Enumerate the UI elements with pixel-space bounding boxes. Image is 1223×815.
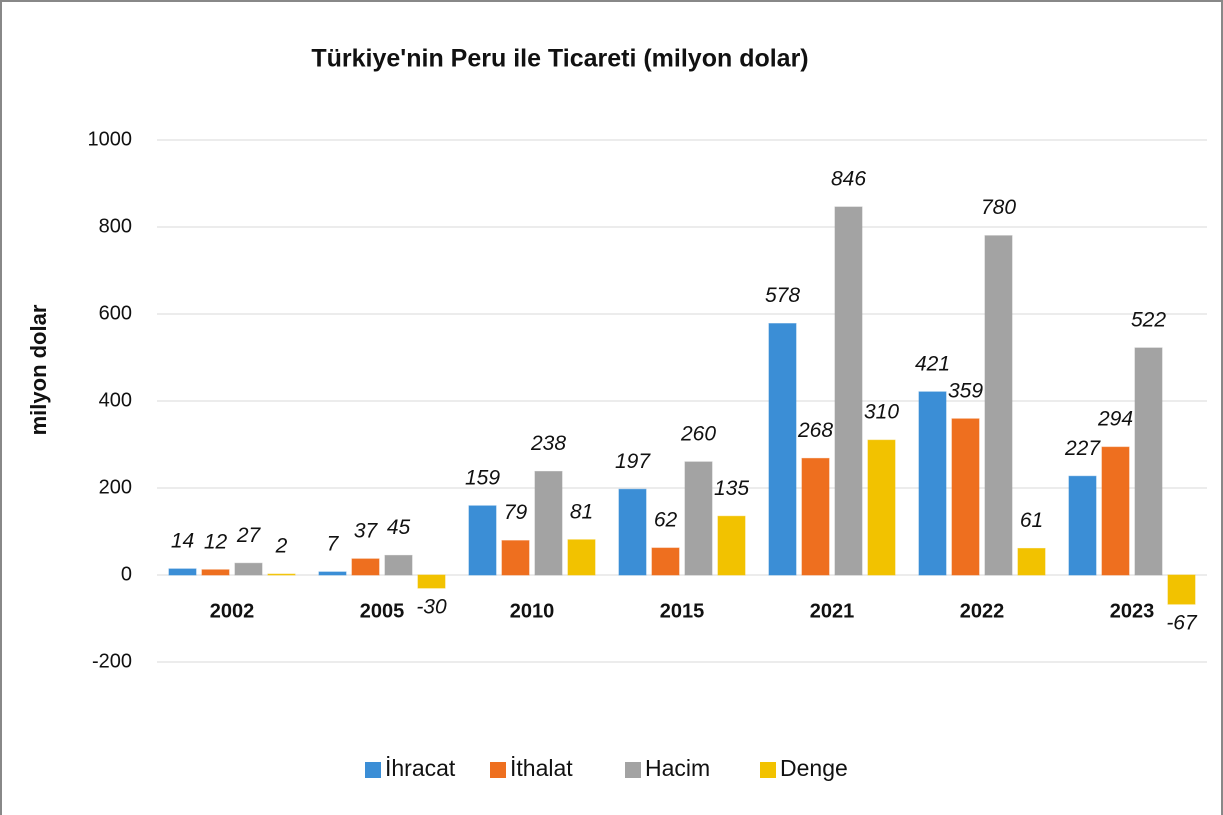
legend-label: İthalat (510, 755, 573, 781)
value-label: 268 (797, 419, 833, 442)
y-tick-label: 200 (99, 476, 132, 498)
bar (318, 571, 347, 576)
bar (768, 323, 797, 576)
bar (684, 461, 713, 576)
value-label: 159 (465, 466, 500, 489)
legend-swatch (760, 762, 776, 778)
bar (618, 488, 647, 576)
bar (951, 418, 980, 576)
x-tick-label: 2005 (360, 600, 405, 622)
y-tick-label: -200 (92, 650, 132, 672)
x-tick-label: 2010 (510, 600, 555, 622)
value-label: 27 (236, 524, 262, 547)
value-label: 522 (1131, 308, 1166, 331)
value-label: 197 (615, 450, 651, 473)
bar (417, 574, 446, 589)
legend-swatch (490, 762, 506, 778)
bar (1017, 547, 1046, 576)
value-label: 62 (654, 509, 678, 532)
value-label: -30 (416, 596, 447, 619)
y-axis-label: milyon dolar (26, 304, 51, 435)
x-tick-label: 2002 (210, 600, 255, 622)
value-label: 81 (570, 500, 593, 523)
value-label: -67 (1166, 612, 1198, 635)
bar (468, 505, 497, 576)
bar (801, 457, 830, 576)
value-label: 12 (204, 530, 228, 553)
legend-swatch (625, 762, 641, 778)
bar (918, 391, 947, 576)
bar (717, 515, 746, 576)
x-tick-label: 2022 (960, 600, 1005, 622)
value-label: 61 (1020, 509, 1043, 532)
value-label: 45 (387, 516, 411, 539)
bar (267, 573, 296, 576)
x-tick-label: 2023 (1110, 600, 1155, 622)
bar (534, 470, 563, 576)
value-label: 7 (327, 533, 340, 556)
y-tick-label: 800 (99, 215, 132, 237)
value-label: 359 (948, 379, 983, 402)
bar (567, 539, 596, 576)
x-tick-label: 2021 (810, 600, 855, 622)
value-label: 294 (1097, 408, 1133, 431)
value-label: 2 (275, 535, 288, 558)
value-label: 421 (915, 352, 950, 375)
value-label: 37 (354, 519, 379, 542)
y-tick-label: 1000 (88, 128, 133, 150)
bar (384, 554, 413, 576)
y-tick-label: 400 (99, 389, 132, 411)
value-label: 578 (765, 284, 800, 307)
legend-label: Hacim (645, 755, 710, 781)
bar (834, 206, 863, 576)
value-label: 846 (831, 168, 866, 191)
bar (1167, 574, 1196, 605)
y-tick-label: 0 (121, 563, 132, 585)
bar (1068, 475, 1097, 576)
y-tick-label: 600 (99, 302, 132, 324)
value-label: 310 (864, 401, 899, 424)
bar (984, 235, 1013, 576)
bar (234, 562, 263, 576)
bar (867, 439, 896, 576)
bar (501, 540, 530, 576)
bar (351, 558, 380, 576)
bar (1134, 347, 1163, 576)
bar (651, 547, 680, 576)
legend-swatch (365, 762, 381, 778)
value-label: 79 (504, 501, 528, 524)
value-label: 227 (1064, 437, 1101, 460)
value-label: 14 (171, 529, 194, 552)
legend-label: İhracat (385, 755, 456, 781)
value-label: 238 (530, 432, 566, 455)
bar (201, 569, 230, 576)
value-label: 135 (714, 477, 749, 500)
legend-label: Denge (780, 755, 848, 781)
value-label: 780 (981, 196, 1016, 219)
x-tick-label: 2015 (660, 600, 705, 622)
chart-title: Türkiye'nin Peru ile Ticareti (milyon do… (311, 45, 808, 73)
value-label: 260 (680, 422, 716, 445)
bar (168, 568, 197, 576)
bar (1101, 446, 1130, 576)
